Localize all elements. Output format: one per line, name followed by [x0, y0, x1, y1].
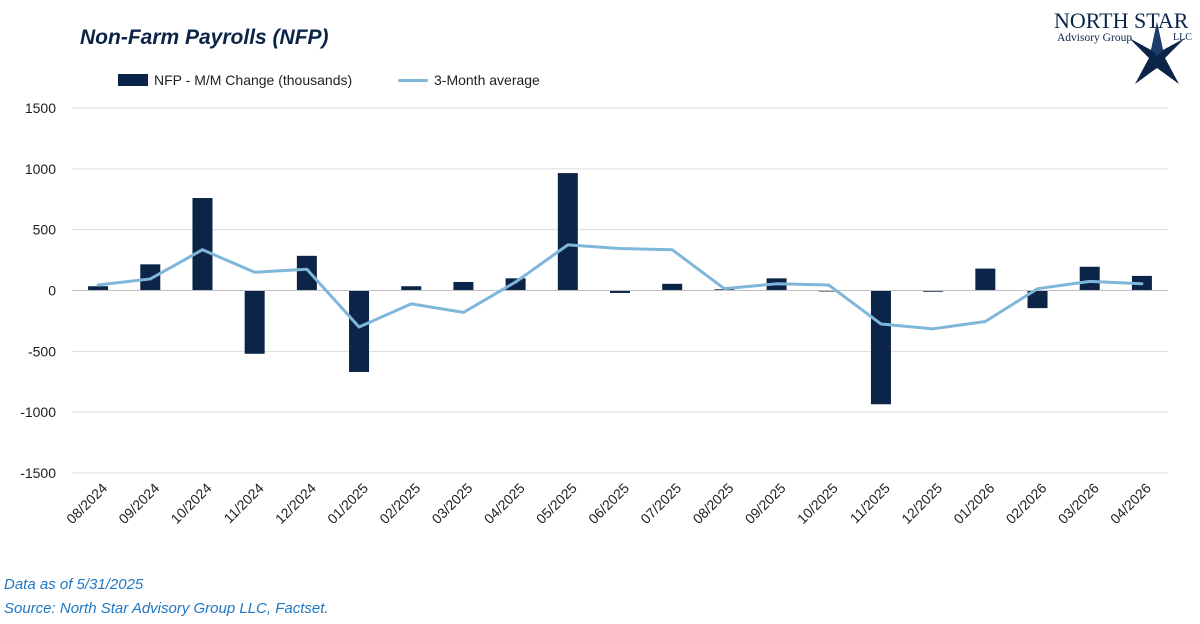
- x-tick-label: 12/2025: [898, 480, 945, 527]
- nfp-bar: [505, 278, 526, 291]
- nfp-bar: [870, 290, 891, 405]
- legend-label-avg: 3-Month average: [434, 72, 540, 88]
- logo-line3: LLC: [1173, 32, 1192, 43]
- nfp-bar: [88, 286, 109, 291]
- nfp-bar: [975, 268, 996, 291]
- x-tick-label: 03/2025: [428, 480, 475, 527]
- x-tick-label: 11/2024: [220, 480, 267, 527]
- nfp-bar: [1027, 290, 1048, 309]
- nfp-bar: [453, 281, 474, 291]
- x-tick-label: 11/2025: [847, 480, 894, 527]
- logo-line1: NORTH STAR: [1054, 8, 1189, 33]
- nfp-bar: [662, 283, 683, 291]
- y-tick-label: 1500: [25, 100, 56, 116]
- x-tick-label: 09/2025: [742, 480, 789, 527]
- source-note: Source: North Star Advisory Group LLC, F…: [4, 600, 329, 617]
- nfp-bar: [401, 286, 422, 291]
- star-icon: [1129, 22, 1185, 84]
- nfp-bar: [610, 290, 630, 293]
- x-tick-label: 04/2026: [1107, 480, 1154, 527]
- nfp-bar: [244, 290, 265, 354]
- x-tick-label: 08/2025: [689, 480, 736, 527]
- y-tick-label: -1000: [20, 404, 56, 420]
- x-tick-label: 01/2026: [950, 480, 997, 527]
- x-tick-label: 12/2024: [272, 480, 319, 527]
- x-tick-label: 04/2025: [481, 480, 528, 527]
- x-tick-label: 02/2026: [1003, 480, 1050, 527]
- legend-entry-nfp: NFP - M/M Change (thousands): [118, 72, 352, 88]
- data-as-of-note: Data as of 5/31/2025: [4, 576, 144, 593]
- nfp-bar: [1079, 266, 1100, 291]
- x-tick-label: 10/2024: [167, 480, 214, 527]
- nfp-bar: [192, 198, 213, 291]
- chart-title: Non-Farm Payrolls (NFP): [80, 26, 329, 49]
- x-tick-label: 01/2025: [324, 480, 371, 527]
- company-logo: NORTH STAR Advisory Group LLC: [1040, 0, 1200, 95]
- y-tick-label: -500: [28, 343, 56, 359]
- x-tick-label: 10/2025: [794, 480, 841, 527]
- x-tick-label: 09/2024: [115, 480, 162, 527]
- nfp-bar: [923, 290, 944, 292]
- x-tick-label: 06/2025: [585, 480, 632, 527]
- nfp-bar: [557, 173, 578, 291]
- legend-bar-swatch: [118, 74, 148, 86]
- nfp-bar: [296, 255, 317, 291]
- x-tick-label: 07/2025: [637, 480, 684, 527]
- y-tick-label: 1000: [25, 161, 56, 177]
- logo-line2: Advisory Group: [1057, 32, 1132, 44]
- legend-line-swatch: [398, 78, 428, 82]
- x-tick-label: 03/2026: [1055, 480, 1102, 527]
- x-tick-label: 02/2025: [376, 480, 423, 527]
- nfp-bar: [349, 290, 370, 373]
- legend-entry-avg: 3-Month average: [398, 72, 540, 88]
- x-tick-label: 05/2025: [533, 480, 580, 527]
- y-tick-label: -1500: [20, 465, 56, 481]
- legend-label-nfp: NFP - M/M Change (thousands): [154, 72, 353, 88]
- y-tick-label: 500: [33, 222, 57, 238]
- y-tick-label: 0: [48, 283, 56, 299]
- x-tick-label: 08/2024: [63, 480, 110, 527]
